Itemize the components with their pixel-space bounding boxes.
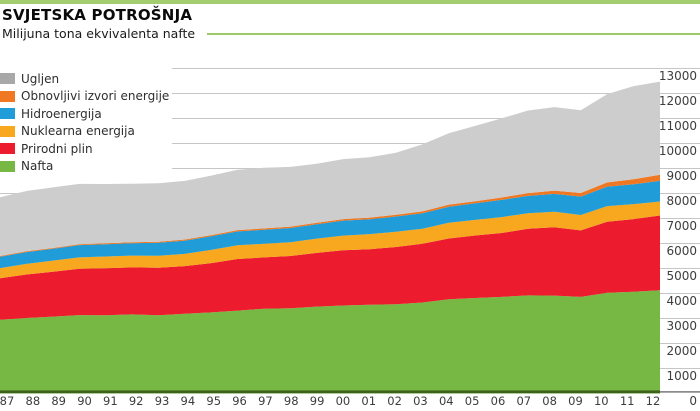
x-axis-tick-label: 97 xyxy=(258,394,273,408)
x-axis-tick-label: 05 xyxy=(464,394,480,408)
x-axis-tick-label: 90 xyxy=(77,394,92,408)
y-axis-tick-label: 12000 xyxy=(658,94,697,108)
legend-item-obnovljivi: Obnovljivi izvori energije xyxy=(0,88,172,106)
legend-item-ugljen: Ugljen xyxy=(0,70,172,88)
area-ugljen xyxy=(0,81,660,256)
y-axis-tick-label: 7000 xyxy=(666,219,697,233)
y-axis-tick-label: 8000 xyxy=(666,194,697,208)
gas-swatch-icon xyxy=(0,143,15,155)
area-hidroenergija xyxy=(0,180,660,269)
legend-item-nafta: Nafta xyxy=(0,158,172,176)
hydro-swatch-icon xyxy=(0,108,15,120)
gridline xyxy=(0,118,700,119)
legend-label: Hidroenergija xyxy=(21,106,102,121)
x-axis-tick-label: 03 xyxy=(413,394,428,408)
y-axis-tick-label: 2000 xyxy=(666,344,697,358)
x-axis-tick-label: 95 xyxy=(206,394,222,408)
y-axis-tick-label: 5000 xyxy=(666,269,697,283)
legend-item-prirodni-plin: Prirodni plin xyxy=(0,140,172,158)
page-title: SVJETSKA POTROŠNJA xyxy=(2,6,193,24)
gridline xyxy=(0,143,700,144)
x-axis-tick-label: 01 xyxy=(361,394,377,408)
nuclear-swatch-icon xyxy=(0,125,15,137)
y-axis-tick-label: 0 xyxy=(689,394,697,408)
legend-label: Nafta xyxy=(21,159,54,174)
gridline xyxy=(0,68,700,69)
y-axis-tick-label: 6000 xyxy=(666,244,697,258)
coal-swatch-icon xyxy=(0,73,15,85)
x-axis-tick-label: 02 xyxy=(387,394,402,408)
x-axis-tick-label: 88 xyxy=(25,394,41,408)
x-axis-tick-label: 91 xyxy=(103,394,118,408)
x-axis-tick-label: 93 xyxy=(154,394,170,408)
y-axis-tick-label: 3000 xyxy=(666,319,697,333)
legend-label: Prirodni plin xyxy=(21,141,93,156)
x-axis-tick-label: 04 xyxy=(438,394,454,408)
x-axis-tick-label: 12 xyxy=(645,394,661,408)
legend-label: Ugljen xyxy=(21,71,60,86)
area-prirodni-plin xyxy=(0,215,660,320)
area-nuklearna-energija xyxy=(0,201,660,279)
x-axis-tick-label: 10 xyxy=(593,394,609,408)
gridline xyxy=(0,93,700,94)
x-axis-tick-label: 92 xyxy=(128,394,144,408)
x-axis-tick-label: 94 xyxy=(180,394,196,408)
chart-subtitle: Milijuna tona ekvivalenta nafte xyxy=(2,26,196,41)
legend-item-hidroenergija: Hidroenergija xyxy=(0,105,172,123)
legend-label: Nuklearna energija xyxy=(21,124,135,139)
y-axis-tick-label: 10000 xyxy=(658,144,697,158)
plot-baseline xyxy=(0,390,660,394)
x-axis-tick-label: 00 xyxy=(335,394,351,408)
y-axis-tick-label: 1000 xyxy=(666,369,697,383)
x-axis-tick-label: 06 xyxy=(490,394,506,408)
x-axis-tick-label: 08 xyxy=(542,394,557,408)
y-axis-tick-label: 13000 xyxy=(658,69,697,83)
legend-item-nuklearna: Nuklearna energija xyxy=(0,123,172,141)
x-axis-tick-label: 99 xyxy=(309,394,325,408)
renewables-swatch-icon xyxy=(0,90,15,102)
y-axis-tick-label: 11000 xyxy=(658,119,697,133)
x-axis-tick-label: 07 xyxy=(516,394,532,408)
x-axis-tick-label: 09 xyxy=(568,394,583,408)
x-axis-tick-label: 96 xyxy=(232,394,247,408)
oil-swatch-icon xyxy=(0,160,15,172)
chart-legend: Ugljen Obnovljivi izvori energije Hidroe… xyxy=(0,66,172,181)
legend-label: Obnovljivi izvori energije xyxy=(21,89,170,104)
x-axis-tick-label: 87 xyxy=(0,394,15,408)
y-axis-tick-label: 9000 xyxy=(666,169,697,183)
x-axis-tick-label: 11 xyxy=(619,394,635,408)
x-axis-tick-label: 89 xyxy=(51,394,66,408)
x-axis-tick-label: 98 xyxy=(283,394,299,408)
header-rule xyxy=(207,33,700,35)
y-axis-tick-label: 4000 xyxy=(666,294,697,308)
top-accent-bar xyxy=(0,0,700,4)
area-nafta xyxy=(0,290,660,394)
